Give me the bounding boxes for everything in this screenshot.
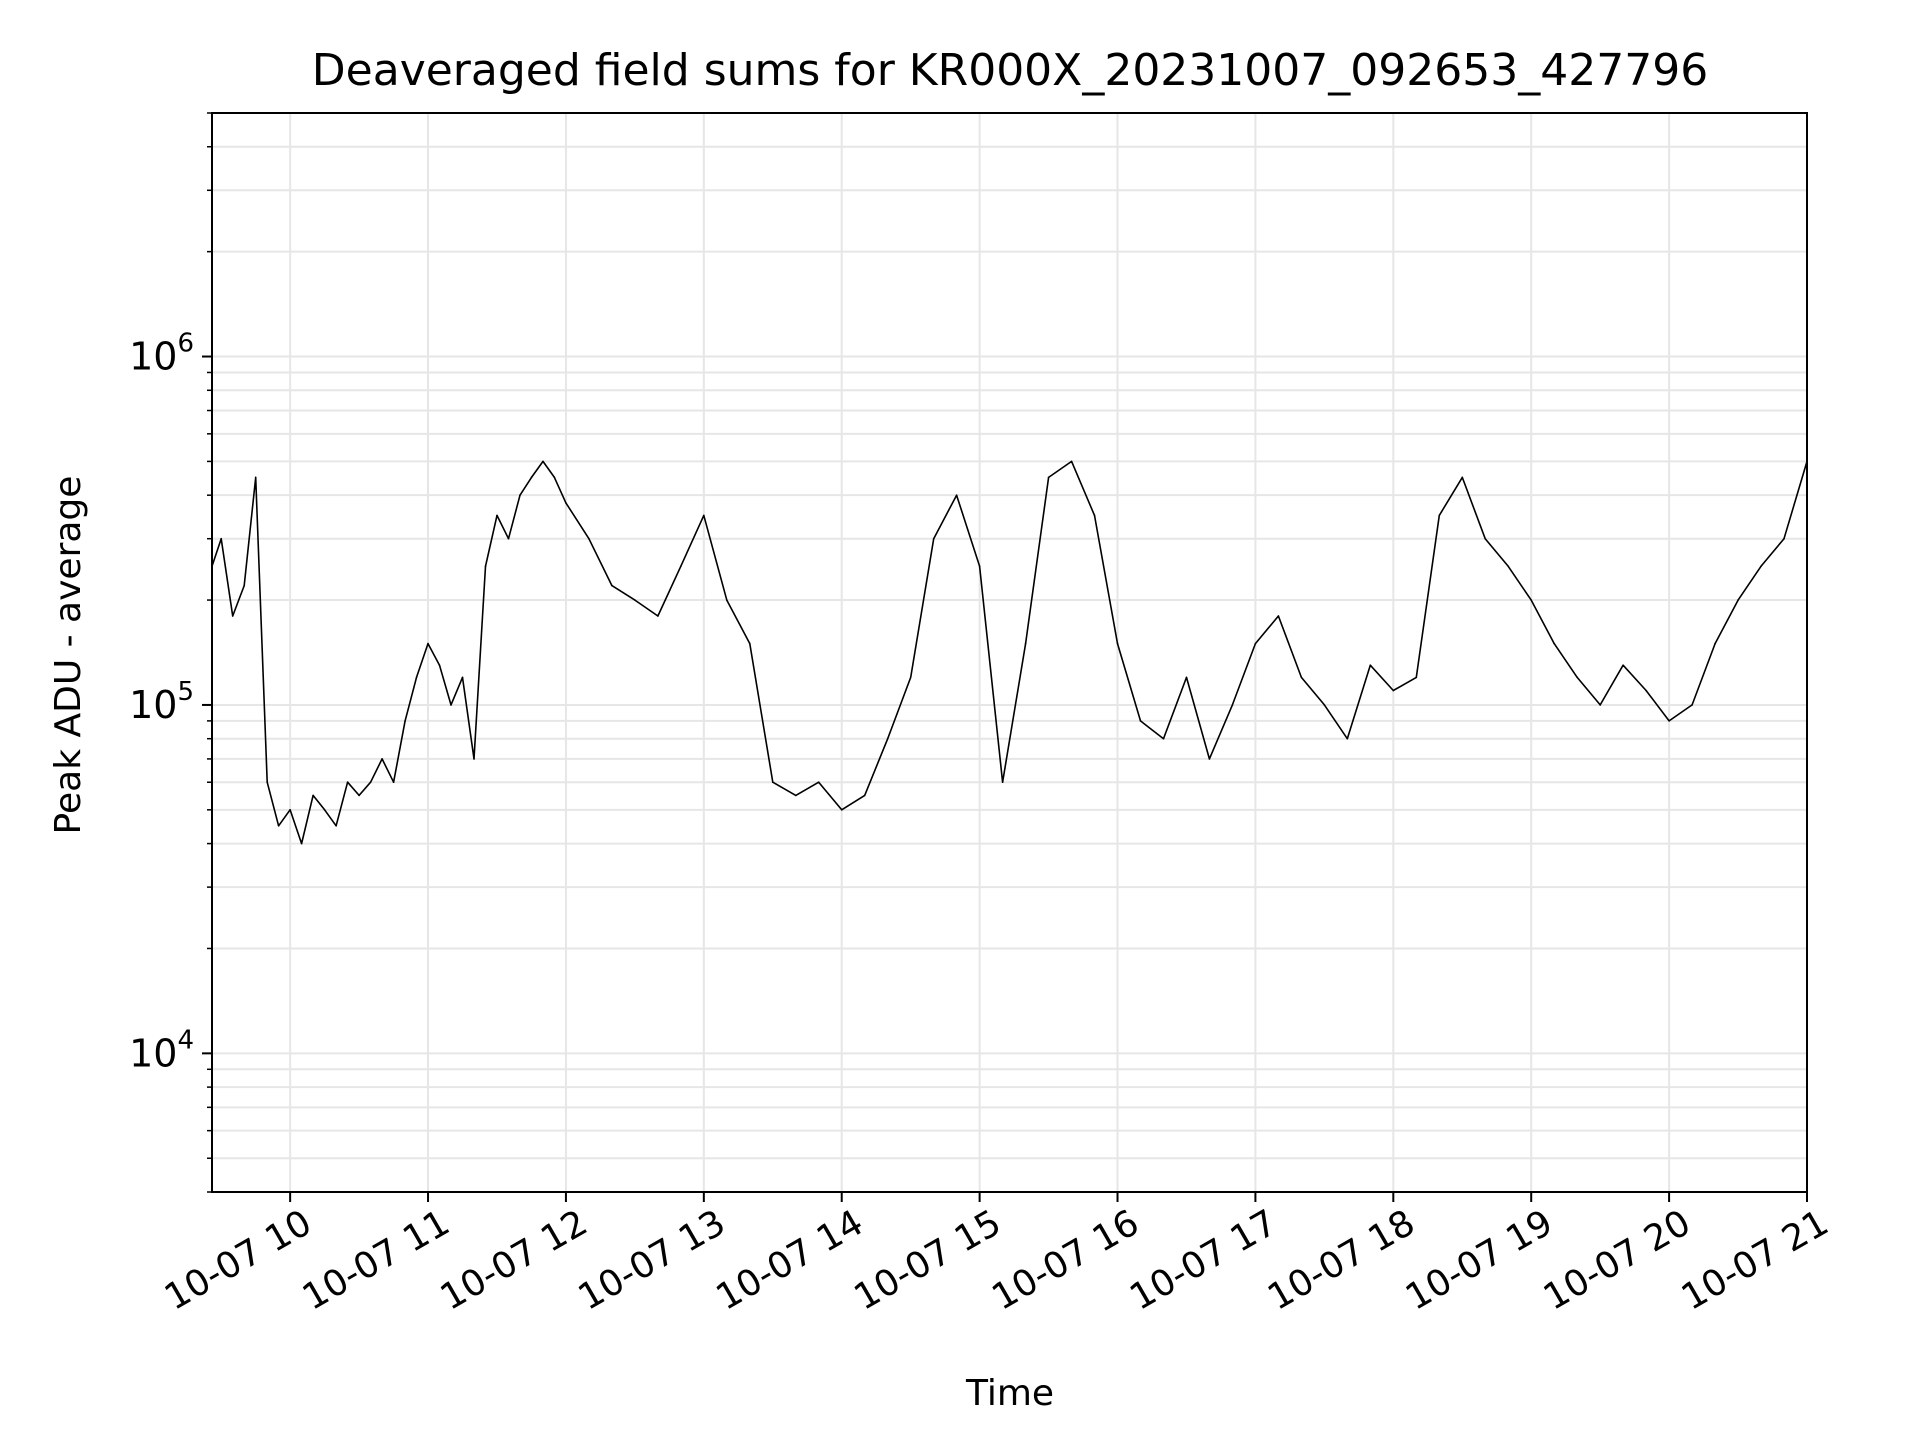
data-point — [1645, 689, 1647, 692]
data-point — [1392, 689, 1395, 692]
data-point — [1553, 642, 1555, 645]
y-axis-label: Peak ADU - average — [48, 476, 89, 835]
data-point — [220, 537, 222, 540]
data-point — [978, 565, 981, 568]
data-point — [886, 737, 889, 740]
data-point — [1530, 599, 1533, 601]
data-point — [634, 599, 636, 601]
data-point — [1277, 615, 1280, 617]
data-point — [726, 599, 728, 601]
data-point — [1116, 642, 1119, 645]
data-point — [1622, 664, 1624, 667]
data-point — [358, 794, 360, 797]
data-point — [1507, 565, 1510, 568]
data-point — [1139, 720, 1142, 722]
data-point — [346, 781, 349, 784]
data-point — [438, 664, 441, 667]
data-point — [1668, 720, 1670, 722]
data-point — [266, 781, 268, 784]
data-point — [863, 794, 866, 797]
data-point — [519, 494, 521, 496]
data-point — [565, 502, 567, 504]
data-point — [312, 794, 314, 797]
data-point — [1047, 476, 1050, 479]
data-point — [415, 676, 418, 679]
plot-area — [211, 460, 1808, 845]
data-point — [300, 842, 303, 845]
data-point — [1438, 514, 1441, 517]
y-tick-label: 106 — [129, 329, 194, 379]
data-point — [1415, 676, 1418, 679]
data-point — [335, 824, 337, 827]
axes-frame — [211, 112, 1808, 1193]
data-point — [231, 615, 234, 617]
data-point — [450, 704, 452, 706]
data-point — [657, 615, 659, 617]
data-point — [427, 642, 429, 645]
data-point — [1231, 704, 1234, 706]
data-point — [1461, 476, 1464, 479]
data-point — [1093, 514, 1096, 517]
data-point — [473, 758, 475, 760]
data-point — [611, 584, 613, 587]
data-point — [1323, 704, 1326, 706]
data-point — [1024, 642, 1027, 645]
data-point — [392, 781, 395, 784]
data-point — [1737, 599, 1739, 601]
data-point — [1484, 537, 1487, 540]
data-point — [542, 460, 544, 463]
data-point — [748, 642, 751, 645]
data-point — [955, 494, 958, 496]
data-point — [530, 476, 533, 479]
data-point — [1300, 676, 1303, 679]
data-point — [680, 565, 682, 568]
data-point — [1783, 537, 1785, 540]
data-point — [817, 781, 820, 784]
data-point — [1714, 642, 1716, 645]
x-axis-label: Time — [965, 1373, 1054, 1414]
data-point — [932, 537, 935, 540]
data-point — [1001, 781, 1004, 784]
data-point — [1369, 664, 1372, 667]
grid-lines — [212, 112, 1808, 1193]
data-point — [484, 565, 487, 568]
data-point — [254, 476, 257, 479]
data-point — [461, 676, 464, 679]
data-point — [1576, 676, 1578, 679]
data-point — [369, 781, 372, 784]
chart-title: Deaveraged field sums for KR000X_2023100… — [312, 45, 1708, 96]
data-point — [1691, 704, 1693, 706]
data-point — [496, 514, 498, 517]
y-tick-label: 105 — [129, 677, 194, 727]
data-point — [1208, 758, 1211, 760]
data-point — [794, 794, 797, 797]
data-point — [404, 720, 406, 722]
data-point — [771, 781, 774, 784]
data-point — [243, 584, 245, 587]
data-point — [277, 824, 280, 827]
data-point — [1346, 737, 1349, 740]
data-point — [381, 758, 383, 760]
data-point — [1599, 704, 1601, 706]
y-tick-label: 104 — [129, 1025, 194, 1075]
data-point — [323, 809, 326, 811]
data-point — [1254, 642, 1257, 645]
data-point — [1070, 460, 1073, 463]
data-point — [1760, 565, 1762, 568]
data-point — [840, 809, 843, 811]
data-point — [507, 537, 510, 540]
data-point — [553, 476, 556, 479]
data-point — [289, 809, 291, 811]
data-point — [909, 676, 912, 679]
data-point — [1162, 737, 1165, 740]
data-point — [1185, 676, 1188, 679]
data-point — [588, 537, 590, 540]
data-point — [703, 514, 705, 517]
data-series-line — [211, 460, 1808, 845]
